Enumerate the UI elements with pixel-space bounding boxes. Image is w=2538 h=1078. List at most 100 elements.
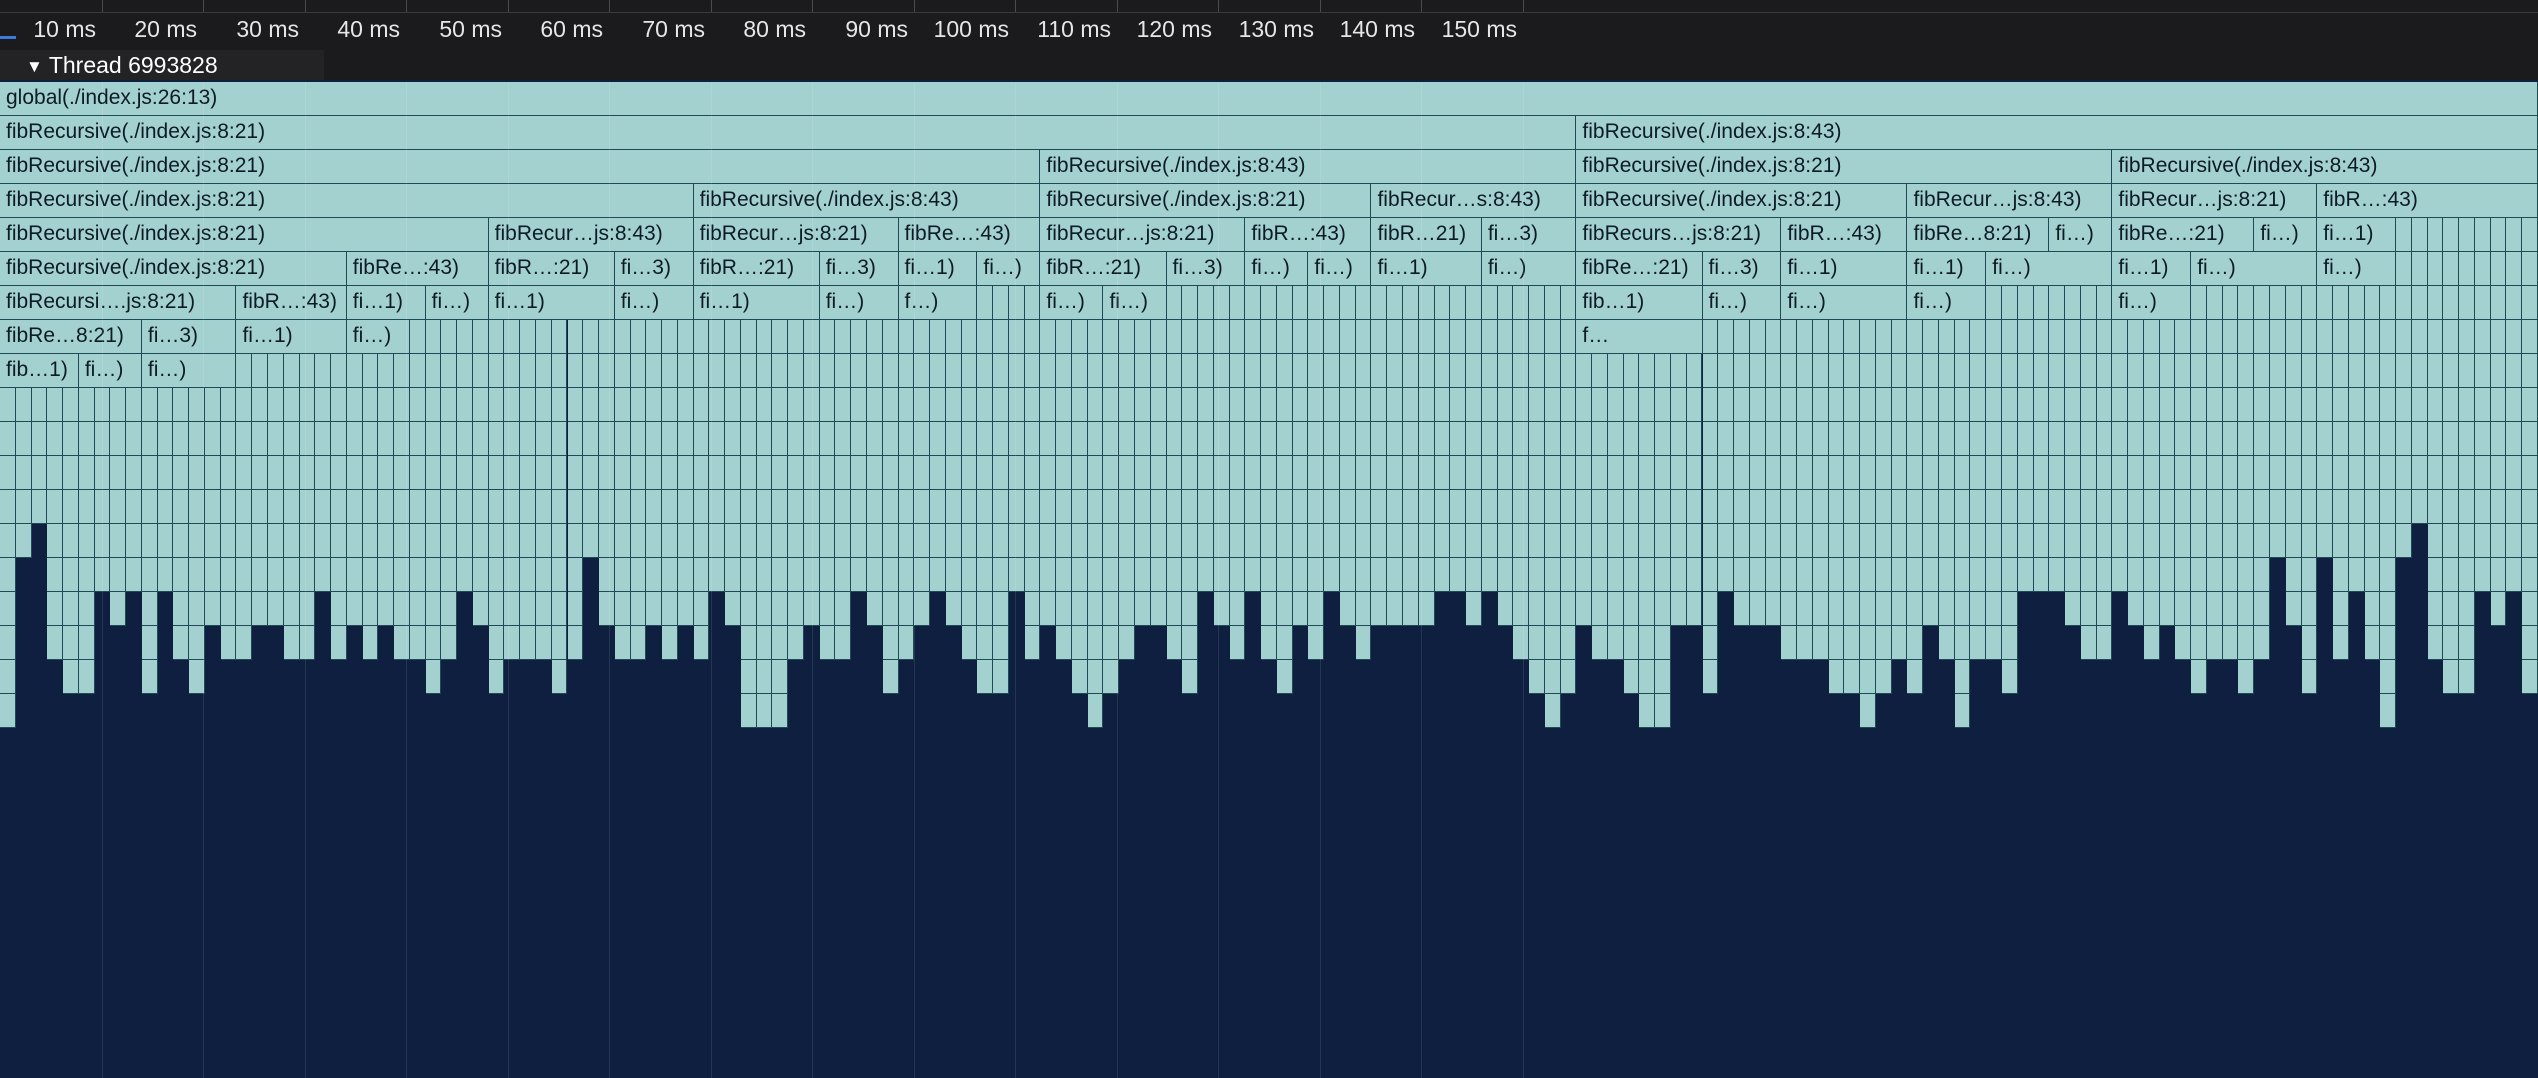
flame-frame[interactable] <box>1355 490 1372 524</box>
flame-frame[interactable] <box>1276 592 1293 626</box>
flame-frame[interactable] <box>2002 320 2018 354</box>
flame-frame[interactable] <box>1387 388 1403 422</box>
flame-frame[interactable] <box>1686 558 1703 592</box>
flame-frame[interactable] <box>1135 490 1151 524</box>
flame-frame[interactable] <box>1954 456 1971 490</box>
flame-frame[interactable] <box>1718 490 1735 524</box>
flame-frame[interactable]: fi…1) <box>236 320 347 354</box>
flame-frame[interactable] <box>1923 524 1939 558</box>
flame-frame[interactable] <box>1261 354 1277 388</box>
flame-frame[interactable] <box>1087 660 1104 694</box>
flame-frame[interactable] <box>220 626 237 660</box>
flame-frame[interactable] <box>898 422 915 456</box>
flame-frame[interactable] <box>1324 524 1340 558</box>
flame-frame[interactable] <box>2459 218 2475 252</box>
flame-frame[interactable] <box>756 422 773 456</box>
flame-frame[interactable] <box>1529 320 1545 354</box>
flame-frame[interactable] <box>2474 558 2491 592</box>
flame-frame[interactable] <box>1150 456 1167 490</box>
flame-frame[interactable] <box>15 490 32 524</box>
flame-frame[interactable] <box>993 456 1009 490</box>
flame-frame[interactable] <box>2191 524 2207 558</box>
flame-frame[interactable] <box>756 354 773 388</box>
flame-frame[interactable] <box>409 456 426 490</box>
flame-frame[interactable] <box>409 626 426 660</box>
flame-frame[interactable] <box>2427 354 2444 388</box>
flame-frame[interactable] <box>898 354 915 388</box>
flame-frame[interactable] <box>1245 456 1262 490</box>
flame-frame[interactable] <box>2427 490 2444 524</box>
flame-frame[interactable] <box>1923 456 1939 490</box>
flame-frame[interactable] <box>362 354 379 388</box>
flame-frame[interactable] <box>0 660 16 694</box>
flame-frame[interactable] <box>1639 456 1656 490</box>
flame-frame[interactable] <box>1607 354 1624 388</box>
flame-frame[interactable] <box>189 422 205 456</box>
flame-frame[interactable] <box>2112 388 2129 422</box>
flame-frame[interactable]: fibR…:43) <box>1245 218 1372 252</box>
flame-frame[interactable] <box>1670 388 1687 422</box>
flame-frame[interactable] <box>1655 456 1671 490</box>
flame-frame[interactable] <box>1954 626 1971 660</box>
flame-frame[interactable] <box>94 558 111 592</box>
flame-frame[interactable] <box>1734 490 1750 524</box>
flame-frame[interactable] <box>2128 592 2144 626</box>
flame-frame[interactable] <box>2080 558 2097 592</box>
flame-frame[interactable] <box>1355 388 1372 422</box>
flame-frame[interactable] <box>1497 422 1514 456</box>
flame-frame[interactable] <box>1860 558 1876 592</box>
flame-frame[interactable]: fibRecursive(./index.js:8:21) <box>0 252 347 286</box>
flame-frame[interactable] <box>267 592 284 626</box>
flame-frame[interactable] <box>1529 422 1545 456</box>
flame-frame[interactable] <box>930 354 946 388</box>
flame-frame[interactable] <box>2080 422 2097 456</box>
flame-frame[interactable] <box>1339 320 1356 354</box>
flame-frame[interactable] <box>803 490 820 524</box>
flame-frame[interactable] <box>2364 558 2381 592</box>
flame-frame[interactable] <box>504 388 521 422</box>
flame-frame[interactable] <box>1308 286 1325 320</box>
flame-frame[interactable] <box>2333 592 2349 626</box>
flame-frame[interactable] <box>2049 456 2066 490</box>
flame-frame[interactable] <box>2065 320 2081 354</box>
flame-frame[interactable] <box>1135 456 1151 490</box>
flame-frame[interactable] <box>457 388 473 422</box>
flame-frame[interactable] <box>126 490 142 524</box>
flame-frame[interactable] <box>882 490 899 524</box>
flame-frame[interactable] <box>1891 422 1908 456</box>
flame-frame[interactable] <box>204 490 221 524</box>
flame-frame[interactable] <box>2348 388 2365 422</box>
flame-frame[interactable] <box>1986 286 2002 320</box>
flame-frame[interactable] <box>110 490 127 524</box>
flame-frame[interactable] <box>141 660 158 694</box>
flame-frame[interactable] <box>1860 694 1876 728</box>
flame-frame[interactable] <box>299 524 316 558</box>
flame-frame[interactable] <box>677 524 694 558</box>
flame-frame[interactable] <box>1324 286 1340 320</box>
flame-frame[interactable] <box>1544 422 1561 456</box>
flame-frame[interactable] <box>1371 490 1388 524</box>
flame-frame[interactable] <box>1008 456 1025 490</box>
flame-frame[interactable] <box>2333 626 2349 660</box>
flame-frame[interactable] <box>1797 558 1813 592</box>
flame-frame[interactable] <box>78 524 95 558</box>
flame-frame[interactable] <box>157 490 174 524</box>
flame-frame[interactable] <box>2143 558 2160 592</box>
flame-frame[interactable] <box>2490 320 2507 354</box>
flame-frame[interactable] <box>1655 592 1671 626</box>
flame-frame[interactable] <box>725 320 741 354</box>
flame-frame[interactable] <box>1466 320 1482 354</box>
flame-frame[interactable] <box>2522 490 2538 524</box>
flame-frame[interactable] <box>441 558 458 592</box>
flame-frame[interactable] <box>1008 320 1025 354</box>
flame-frame[interactable] <box>2254 490 2270 524</box>
flame-frame[interactable] <box>2459 592 2475 626</box>
flame-frame[interactable] <box>977 524 994 558</box>
flame-frame[interactable] <box>2317 388 2334 422</box>
flame-frame[interactable] <box>2443 286 2460 320</box>
flame-frame[interactable] <box>551 592 568 626</box>
flame-frame[interactable] <box>1213 558 1230 592</box>
flame-frame[interactable] <box>1623 422 1640 456</box>
flame-frame[interactable] <box>1544 354 1561 388</box>
flame-frame[interactable] <box>614 592 631 626</box>
